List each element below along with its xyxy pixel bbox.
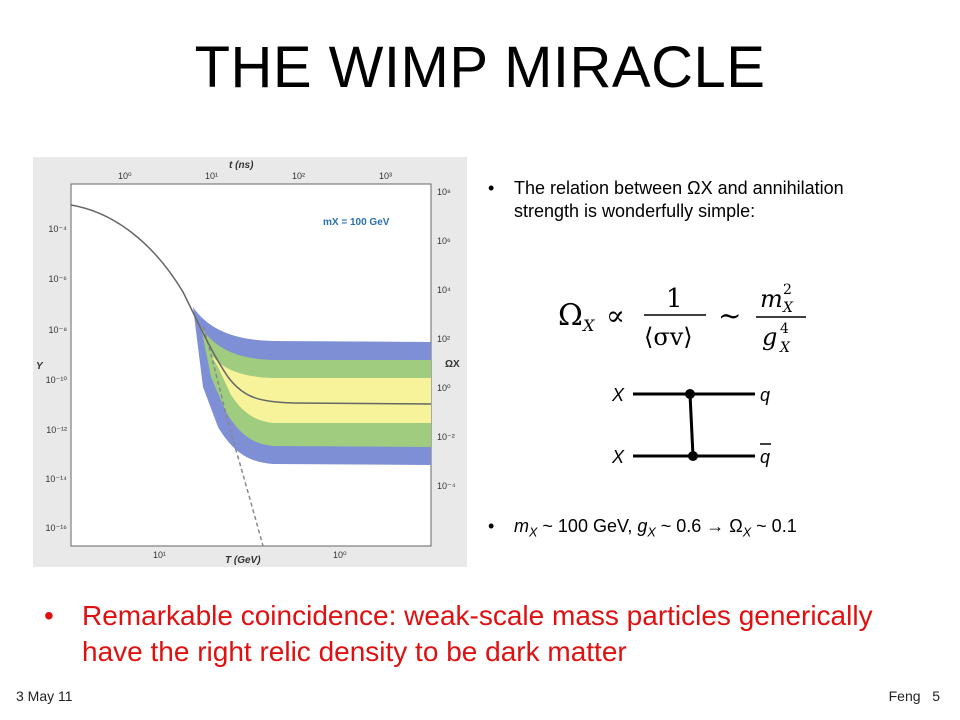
formula-svg: Ω X ∝ 1 ⟨σv⟩ ~ m 2 X g 4 X — [558, 282, 806, 356]
right-tick-label: 10⁰ — [437, 383, 451, 393]
y-tick-label: 10⁻¹⁴ — [45, 474, 67, 484]
feynman-vertex-top — [685, 389, 695, 399]
bullet-dot: • — [488, 178, 495, 198]
top-tick-label: 10¹ — [205, 171, 218, 181]
right-axis-label: ΩX — [445, 359, 460, 370]
footer-author-page: Feng 5 — [889, 688, 940, 704]
formula-sim: ~ — [718, 299, 741, 332]
mass-value: ~ 100 GeV, — [537, 516, 638, 536]
mass-symbol: m — [514, 516, 529, 536]
equilibrium-curve — [202, 326, 264, 546]
feynman-label-x-top: X — [611, 385, 625, 405]
coupling-symbol: g — [637, 516, 648, 536]
y-tick-label: 10⁻¹⁶ — [46, 523, 68, 533]
slide-title: THE WIMP MIRACLE — [194, 35, 766, 100]
feynman-propagator — [688, 393, 695, 457]
x-tick-label: 10¹ — [153, 550, 166, 560]
bullet-dot: • — [44, 600, 54, 631]
coupling-value: ~ 0.6 — [655, 516, 707, 536]
footer-page-number: 5 — [932, 688, 940, 704]
footer-author: Feng — [888, 688, 921, 704]
feynman-label-q-top: q — [760, 385, 770, 405]
right-tick-label: 10⁻⁴ — [437, 481, 456, 491]
formula-omega: Ω — [558, 298, 583, 333]
abundance-curve — [71, 204, 431, 405]
formula-prop: ∝ — [606, 299, 625, 332]
formula-one: 1 — [666, 284, 683, 314]
feynman-svg: X X q q — [611, 385, 771, 467]
relation-bullet: • The relation between ΩX and annihilati… — [488, 177, 874, 223]
main-conclusion-bullet: • Remarkable coincidence: weak-scale mas… — [44, 598, 932, 670]
y-tick-label: 10⁻¹² — [46, 425, 67, 435]
relic-abundance-chart: 10⁰ 10¹ 10² 10³ t (ns) 10⁻⁴ 10⁻⁶ 10⁻⁸ 10… — [36, 160, 460, 566]
y-tick-label: 10⁻⁴ — [48, 224, 67, 234]
y-axis-label: Y — [36, 361, 44, 372]
right-tick-label: 10⁻² — [437, 432, 455, 442]
y-tick-label: 10⁻¹⁰ — [46, 375, 68, 385]
mass-annotation: mX = 100 GeV — [323, 217, 390, 228]
arrow-icon: → — [706, 516, 725, 536]
y-tick-label: 10⁻⁶ — [49, 274, 68, 284]
formula-g: g — [762, 323, 777, 351]
footer-date: 3 May 11 — [16, 688, 73, 704]
relic-density-formula: Ω X ∝ 1 ⟨σv⟩ ~ m 2 X g 4 X — [556, 277, 836, 357]
omega-subscript: X — [742, 525, 752, 540]
formula-g-sub: X — [779, 340, 791, 356]
main-conclusion-text: Remarkable coincidence: weak-scale mass … — [82, 600, 873, 667]
x-axis-label: T (GeV) — [225, 555, 261, 566]
relation-text: The relation between ΩX and annihilation… — [514, 178, 844, 221]
formula-m: m — [760, 285, 783, 313]
omega-value: ~ 0.1 — [751, 516, 797, 536]
mass-subscript: X — [529, 525, 538, 540]
right-tick-label: 10⁶ — [437, 236, 451, 246]
feynman-diagram: X X q q — [595, 372, 795, 472]
top-tick-label: 10⁰ — [118, 171, 132, 181]
formula-omega-sub: X — [581, 316, 595, 335]
feynman-label-qbar: q — [760, 447, 770, 467]
mass-coupling-bullet: • mX ~ 100 GeV, gX ~ 0.6 → ΩX ~ 0.1 — [488, 515, 934, 545]
formula-g-sup: 4 — [780, 321, 789, 337]
formula-m-sup: 2 — [783, 282, 792, 298]
feynman-label-x-bottom: X — [611, 447, 625, 467]
formula-m-sub: X — [782, 300, 794, 316]
bullet-dot: • — [488, 516, 495, 536]
top-tick-label: 10² — [292, 171, 305, 181]
coupling-subscript: X — [647, 525, 656, 540]
x-tick-label: 10⁰ — [333, 550, 347, 560]
top-tick-label: 10³ — [379, 171, 392, 181]
right-tick-label: 10² — [437, 334, 450, 344]
relic-abundance-figure: 10⁰ 10¹ 10² 10³ t (ns) 10⁻⁴ 10⁻⁶ 10⁻⁸ 10… — [33, 157, 467, 567]
formula-sigma-v: ⟨σv⟩ — [644, 323, 693, 351]
band-yellow — [209, 352, 431, 423]
y-tick-label: 10⁻⁸ — [48, 325, 67, 335]
top-axis-label: t (ns) — [229, 160, 254, 171]
feynman-vertex-bottom — [688, 451, 698, 461]
right-tick-label: 10⁸ — [437, 187, 451, 197]
omega-symbol: Ω — [724, 516, 743, 536]
right-tick-label: 10⁴ — [437, 285, 451, 295]
